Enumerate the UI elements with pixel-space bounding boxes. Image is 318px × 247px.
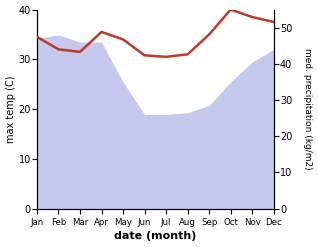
Y-axis label: max temp (C): max temp (C) [5,75,16,143]
X-axis label: date (month): date (month) [114,231,197,242]
Y-axis label: med. precipitation (kg/m2): med. precipitation (kg/m2) [303,48,313,170]
